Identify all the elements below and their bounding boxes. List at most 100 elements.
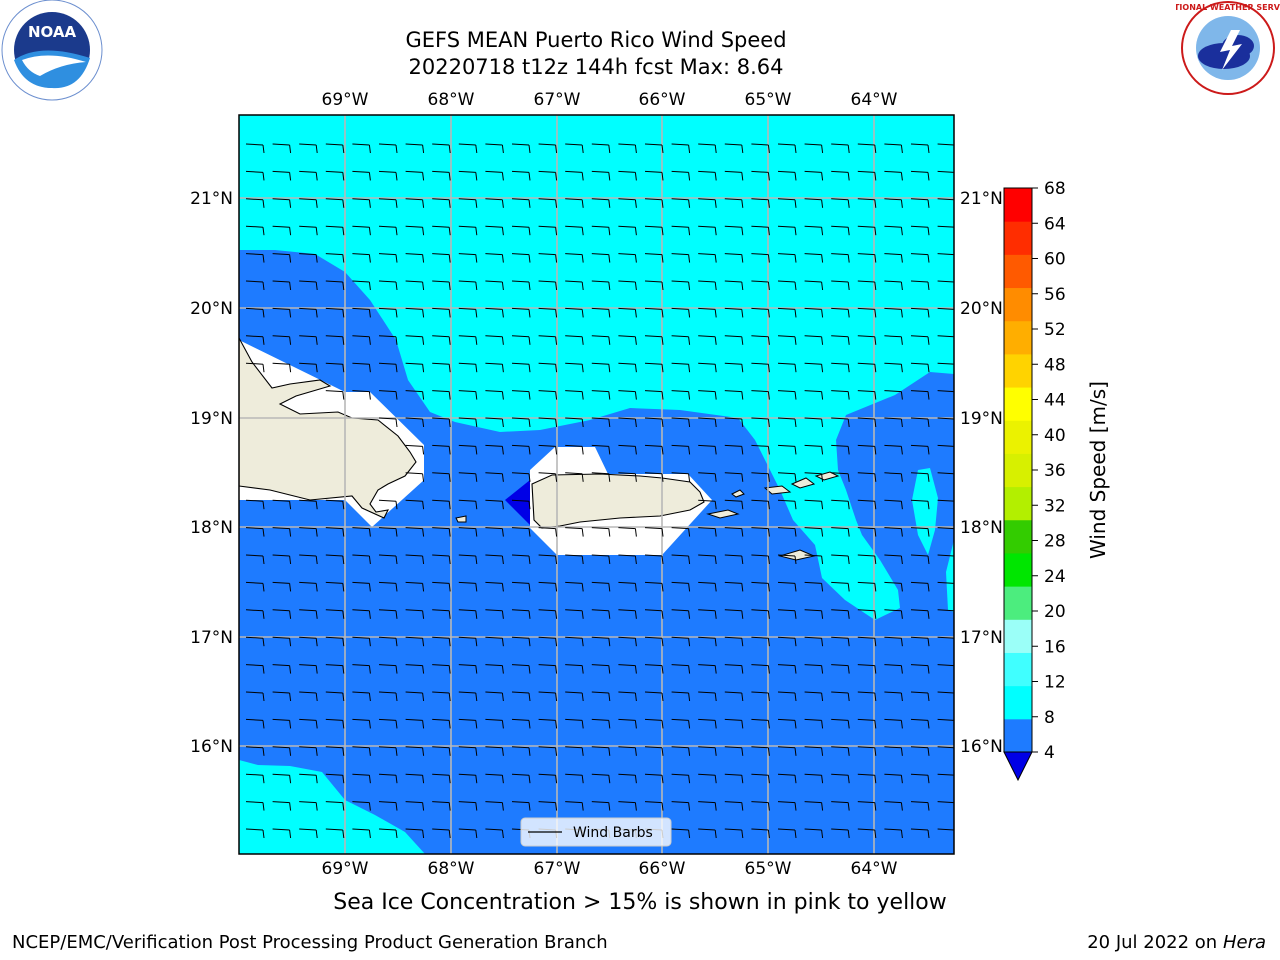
wind-barb — [432, 718, 451, 729]
colorbar-tick-label: 16 — [1044, 637, 1066, 657]
wind-barb — [378, 225, 398, 236]
wind-barb — [245, 170, 265, 181]
wind-barb — [884, 527, 903, 537]
wind-barb — [272, 527, 292, 537]
wind-barb — [671, 636, 691, 647]
wind-barb — [724, 307, 744, 318]
wind-barb — [299, 362, 318, 373]
wind-barb — [804, 691, 824, 702]
wind-band-8-12-east-edge — [946, 540, 954, 612]
wind-barb — [458, 362, 478, 373]
wind-barb — [884, 609, 903, 619]
colorbar-ticks: 68 64 60 56 52 48 44 40 36 32 28 24 20 16 12 8 4 — [1032, 179, 1066, 763]
wind-barb — [910, 746, 930, 756]
colorbar-segment — [1004, 685, 1032, 720]
wind-barb — [644, 527, 664, 537]
wind-barb — [831, 581, 850, 592]
wind-barb — [884, 801, 903, 811]
wind-barb — [884, 581, 903, 592]
wind-barb — [378, 253, 398, 263]
wind-barb — [485, 499, 504, 510]
wind-barb — [724, 280, 744, 291]
wind-barb — [698, 636, 717, 647]
wind-barb — [432, 527, 451, 537]
wind-barb — [405, 554, 425, 565]
wind-barb — [405, 362, 425, 373]
wind-barb — [591, 198, 611, 208]
wind-barb — [804, 472, 824, 482]
wind-barb — [272, 143, 292, 154]
wind-barb — [405, 746, 425, 756]
wind-barb — [937, 499, 954, 502]
wind-barb — [325, 691, 345, 702]
wind-barb — [565, 664, 584, 674]
wind-barb — [432, 636, 451, 647]
wind-barb — [698, 472, 717, 482]
wind-barb — [831, 828, 850, 839]
wind-barb — [804, 801, 824, 811]
colorbar-tick-label: 40 — [1044, 426, 1066, 446]
wind-barb — [352, 801, 371, 811]
wind-barb — [777, 718, 797, 729]
wind-barb — [591, 143, 611, 154]
wind-barb — [831, 801, 850, 811]
wind-barb — [671, 335, 691, 345]
wind-barb — [325, 335, 345, 345]
wind-barb — [511, 609, 531, 619]
wind-barb — [618, 225, 637, 236]
lon-label: 66°W — [639, 90, 686, 110]
wind-barb — [698, 198, 717, 208]
wind-barb — [831, 444, 850, 455]
wind-barb — [884, 143, 903, 154]
colorbar-segment — [1004, 552, 1032, 587]
wind-barb — [777, 801, 797, 811]
wind-barb — [325, 773, 345, 784]
wind-barb — [804, 225, 824, 236]
wind-barb — [565, 801, 584, 811]
wind-barb — [352, 390, 371, 400]
wind-barb — [432, 225, 451, 236]
wind-barbs-legend: Wind Barbs — [520, 817, 672, 847]
wind-barb — [352, 636, 371, 647]
wind-barb — [245, 280, 265, 291]
wind-barb — [777, 307, 797, 318]
wind-barb — [671, 773, 691, 784]
wind-barb — [272, 554, 292, 565]
wind-barb — [751, 417, 770, 428]
colorbar-tick-label: 36 — [1044, 461, 1066, 481]
wind-barb — [777, 335, 797, 345]
wind-barb — [644, 472, 664, 482]
wind-barb — [884, 746, 903, 756]
wind-barb — [405, 718, 425, 729]
wind-barb — [538, 773, 558, 784]
wind-barb — [299, 253, 318, 263]
wind-barb — [432, 253, 451, 263]
wind-barb — [485, 307, 504, 318]
wind-barb — [884, 691, 903, 702]
wind-barb — [831, 718, 850, 729]
wind-barb — [299, 636, 318, 647]
wind-barb — [272, 362, 292, 373]
wind-barb — [884, 362, 903, 373]
wind-barb — [325, 307, 345, 318]
wind-barb — [458, 170, 478, 181]
wind-barb — [591, 554, 611, 565]
lat-label: 21°N — [190, 189, 233, 209]
colorbar-segment — [1004, 619, 1032, 653]
wind-barb — [485, 170, 504, 181]
wind-barb — [777, 444, 797, 455]
wind-barb — [751, 143, 770, 154]
wind-barb — [378, 307, 398, 318]
wind-barb — [405, 609, 425, 619]
wind-barb — [325, 801, 345, 811]
wind-barb — [538, 718, 558, 729]
wind-barb — [299, 143, 318, 154]
wind-barb — [751, 444, 770, 455]
wind-barb — [458, 828, 478, 839]
wind-barb — [857, 335, 877, 345]
wind-barb — [910, 718, 930, 729]
wind-barb — [485, 417, 504, 428]
wind-barb — [299, 828, 318, 839]
wind-barb — [777, 170, 797, 181]
wind-barb — [458, 527, 478, 537]
